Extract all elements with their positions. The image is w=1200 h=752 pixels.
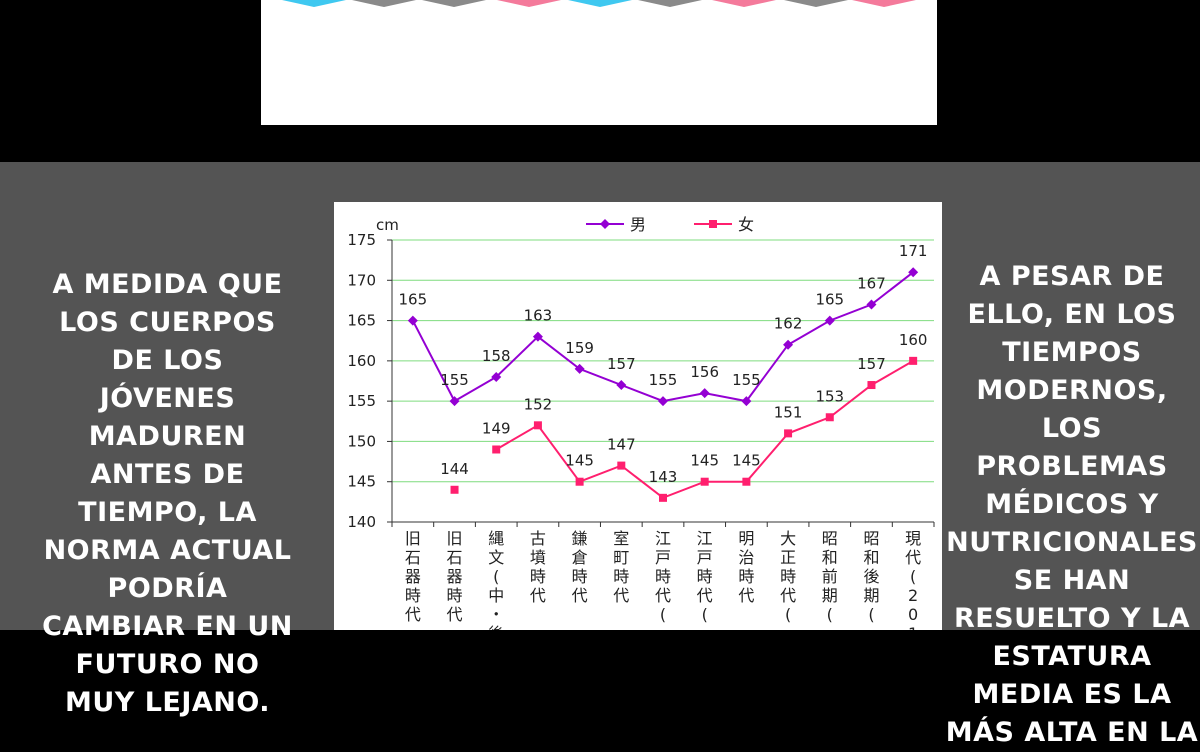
y-tick-label: 165 <box>347 312 376 330</box>
x-tick-label: 江戸時代( <box>697 529 713 624</box>
data-label: 157 <box>857 355 886 373</box>
decorative-triangle <box>712 0 776 7</box>
data-point <box>492 445 501 454</box>
data-point <box>700 477 709 486</box>
x-tick-label: 室町時代 <box>613 529 629 605</box>
x-tick-label: 旧石器時代 <box>405 529 421 624</box>
data-point <box>533 421 542 430</box>
decorative-triangle <box>497 0 561 7</box>
data-label: 144 <box>440 460 469 478</box>
legend-marker <box>709 220 717 228</box>
data-point <box>658 396 668 407</box>
data-label: 163 <box>524 307 553 325</box>
data-point <box>866 299 877 310</box>
x-tick-label: 昭和後期( <box>863 529 879 624</box>
data-point <box>824 315 835 326</box>
data-label: 158 <box>482 347 511 365</box>
data-label: 171 <box>899 242 928 260</box>
series-lines <box>407 267 919 502</box>
data-point <box>699 388 710 399</box>
data-label: 162 <box>774 315 803 333</box>
data-point <box>575 477 584 486</box>
decorative-triangle <box>352 0 416 7</box>
data-point <box>450 485 459 494</box>
data-labels: 165 155 158 163 159 157 155 156 155 162 165 167 171 1… <box>399 242 928 486</box>
data-point <box>659 493 667 502</box>
y-tick-label: 170 <box>347 271 376 289</box>
top-panel <box>0 0 1200 162</box>
decorative-triangle <box>852 0 916 7</box>
legend-label: 女 <box>738 215 754 234</box>
data-label: 159 <box>565 339 594 357</box>
data-point <box>783 339 794 350</box>
data-label: 145 <box>732 452 761 470</box>
data-label: 165 <box>399 291 428 309</box>
data-point <box>616 380 627 391</box>
x-tick-label: 現代(2010 <box>905 529 921 630</box>
decorative-triangle <box>784 0 848 7</box>
left-caption: A medida que los cuerpos de los jóvenes … <box>42 269 293 718</box>
top-white-panel <box>261 0 937 125</box>
y-tick-label: 155 <box>347 392 376 410</box>
legend: 男女 <box>586 215 754 234</box>
data-point <box>407 315 418 326</box>
data-point <box>449 396 460 407</box>
grid-lines <box>392 239 934 483</box>
y-tick-label: 150 <box>347 432 376 450</box>
y-tick-label: 140 <box>347 513 376 531</box>
height-chart: 140 145 150 155 160 165 170 175 cm 旧石器時代 旧石器時代 縄文(中… <box>334 202 942 630</box>
data-point <box>491 371 502 382</box>
data-point <box>867 381 876 390</box>
y-tick-label: 175 <box>347 231 376 249</box>
x-tick-label: 古墳時代 <box>530 529 546 605</box>
data-point <box>617 461 626 470</box>
data-label: 143 <box>649 468 678 486</box>
data-label: 145 <box>690 452 719 470</box>
data-point <box>909 356 918 365</box>
data-point <box>784 429 793 438</box>
x-tick-label: 鎌倉時代 <box>572 529 588 605</box>
y-axis-label: cm <box>376 216 399 234</box>
y-tick-label: 160 <box>347 352 376 370</box>
data-label: 149 <box>482 419 511 437</box>
legend-marker <box>600 219 610 229</box>
y-tick-label: 145 <box>347 473 376 491</box>
data-point <box>574 363 585 374</box>
x-tick-label: 江戸時代( <box>655 529 671 624</box>
data-label: 145 <box>565 452 594 470</box>
right-caption: A pesar de ello, en los tiempos modernos… <box>945 261 1199 748</box>
decorative-triangle <box>282 0 346 7</box>
data-label: 155 <box>440 371 469 389</box>
data-label: 156 <box>690 363 719 381</box>
decorative-triangle <box>638 0 702 7</box>
data-label: 155 <box>649 371 678 389</box>
x-tick-label: 昭和前期( <box>822 529 838 624</box>
series-line <box>495 360 914 499</box>
x-tick-label: 大正時代( <box>780 529 796 624</box>
decorative-triangle <box>422 0 486 7</box>
data-label: 147 <box>607 436 636 454</box>
data-label: 167 <box>857 274 886 292</box>
x-tick-label: 明治時代 <box>738 529 754 605</box>
decorative-triangle <box>568 0 632 7</box>
data-point <box>825 413 834 422</box>
legend-label: 男 <box>630 215 646 234</box>
data-label: 160 <box>899 331 928 349</box>
data-point <box>532 331 543 342</box>
data-point <box>742 477 751 486</box>
data-label: 157 <box>607 355 636 373</box>
x-tick-label: 旧石器時代 <box>447 529 463 624</box>
x-tick-label: 縄文(中・後 <box>488 529 504 630</box>
data-label: 165 <box>815 291 844 309</box>
data-label: 153 <box>815 387 844 405</box>
data-label: 151 <box>774 403 803 421</box>
data-label: 155 <box>732 371 761 389</box>
data-label: 152 <box>524 395 553 413</box>
data-point <box>908 267 919 278</box>
data-point <box>741 396 752 407</box>
